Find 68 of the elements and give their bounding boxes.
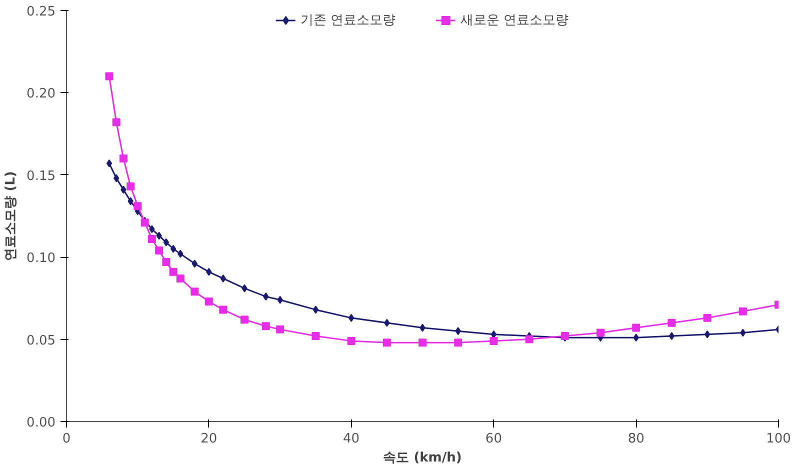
point	[190, 288, 199, 296]
point	[220, 274, 226, 282]
point	[170, 244, 176, 253]
y-tick-label: 0.00	[26, 416, 56, 430]
point	[149, 225, 155, 234]
point	[204, 297, 213, 306]
x-tick-label: 40	[343, 432, 360, 446]
point	[134, 202, 142, 210]
point	[105, 72, 114, 80]
point	[169, 268, 178, 276]
point	[455, 327, 461, 336]
x-tick-label: 20	[200, 432, 218, 446]
x-tick-label: 100	[766, 432, 791, 446]
y-tick-label: 0.20	[26, 86, 56, 102]
point	[119, 154, 128, 162]
point	[178, 250, 184, 258]
point	[704, 330, 710, 338]
point	[263, 292, 269, 301]
point	[277, 296, 283, 304]
point	[348, 314, 354, 322]
point	[126, 182, 135, 190]
point	[206, 268, 212, 276]
point	[120, 186, 126, 194]
point	[633, 334, 639, 342]
point	[312, 332, 320, 340]
point	[106, 159, 112, 168]
y-tick-label: 0.25	[26, 4, 56, 20]
point	[384, 318, 390, 327]
point	[112, 118, 120, 126]
point	[525, 335, 534, 344]
legend-label: 기존 연료소모량	[300, 12, 396, 29]
point	[740, 328, 746, 337]
x-axis-title: 속도 (km/h)	[383, 450, 462, 466]
point	[155, 246, 164, 255]
point	[276, 325, 284, 334]
point	[162, 258, 170, 266]
point	[454, 338, 462, 347]
point	[420, 324, 426, 332]
x-tick-label: 0	[62, 432, 71, 446]
point	[418, 338, 426, 347]
point	[192, 260, 198, 268]
point	[703, 314, 712, 322]
point	[242, 284, 248, 292]
point	[312, 306, 319, 314]
y-tick-label: 0.05	[26, 333, 56, 348]
point	[668, 332, 675, 340]
point	[632, 324, 640, 332]
point	[347, 336, 356, 345]
point	[262, 322, 270, 330]
y-tick-label: 0.15	[26, 168, 56, 184]
point	[163, 238, 170, 246]
point	[176, 274, 184, 282]
point	[490, 336, 498, 345]
point	[596, 328, 604, 337]
point	[240, 316, 248, 324]
point	[668, 318, 676, 327]
point	[738, 307, 747, 316]
x-tick-label: 80	[628, 432, 644, 446]
point	[148, 235, 156, 244]
y-tick-label: 0.10	[26, 251, 56, 266]
point	[128, 197, 134, 206]
legend-label: 새로운 연료소모량	[460, 12, 569, 29]
y-axis-title: 연료소모량 (L)	[4, 171, 19, 261]
point	[382, 338, 391, 347]
point	[114, 174, 120, 182]
x-tick-label: 60	[485, 432, 502, 446]
point	[156, 232, 162, 240]
point	[219, 306, 228, 314]
